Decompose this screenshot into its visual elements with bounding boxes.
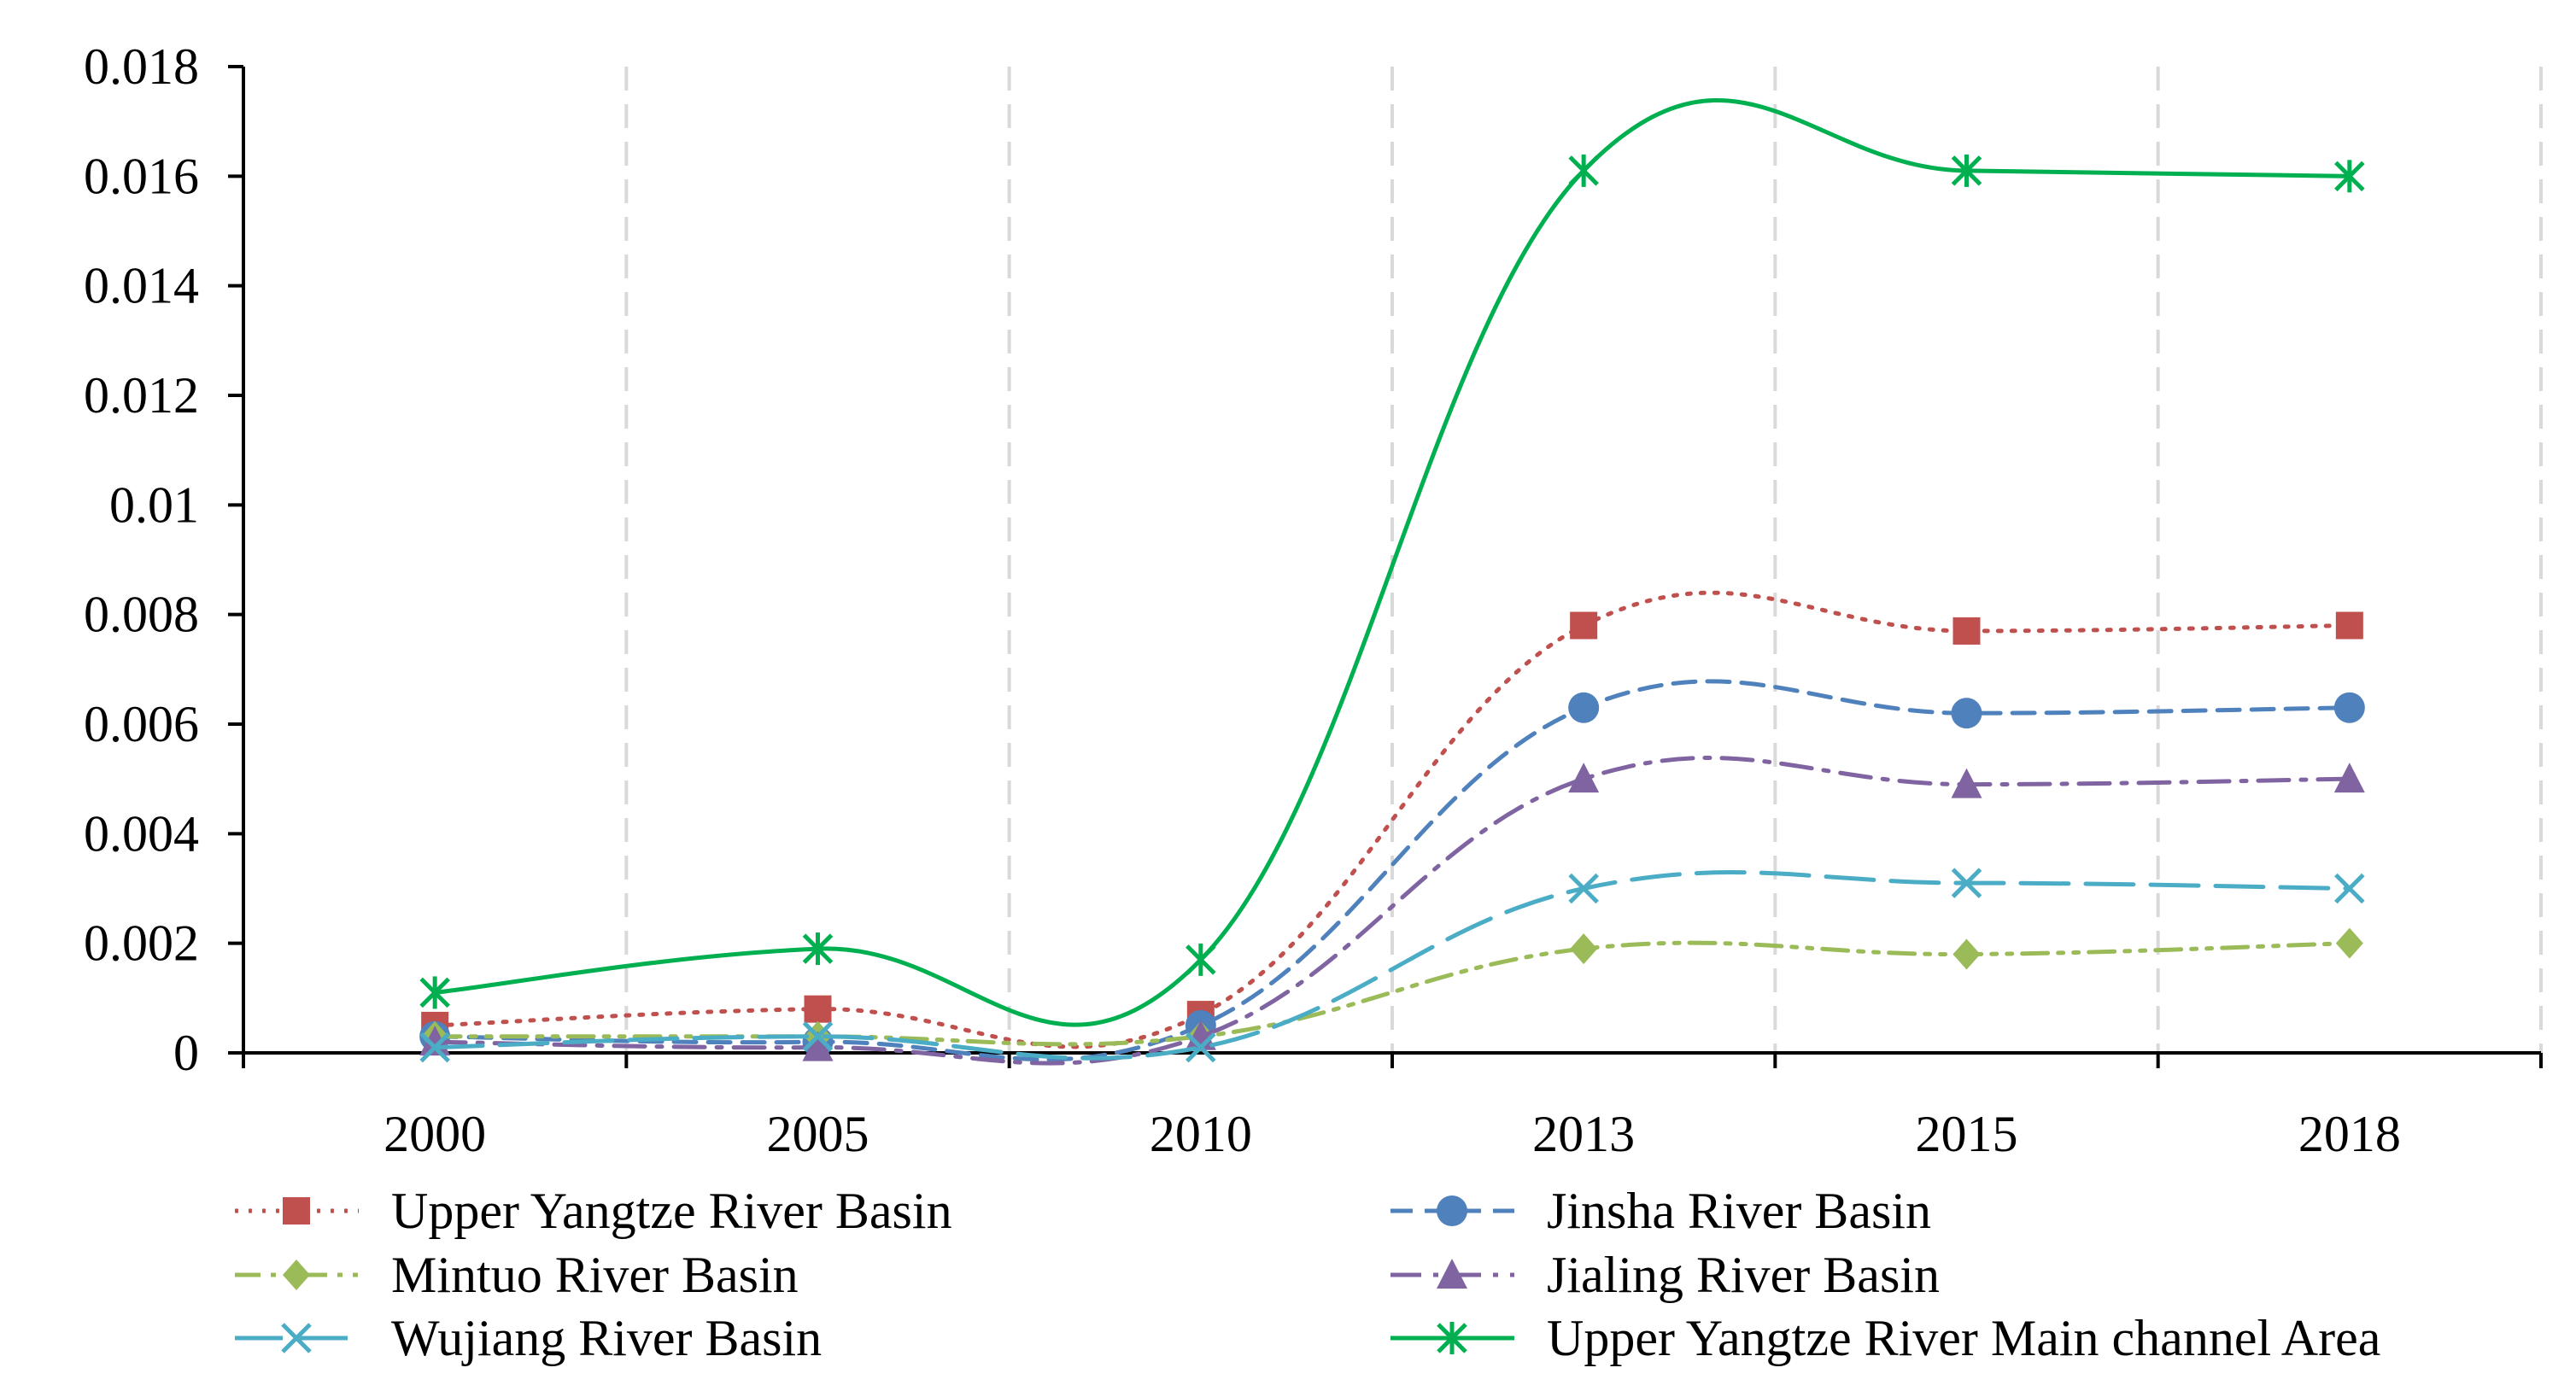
legend-marker [283, 1260, 310, 1290]
data-point [2333, 763, 2365, 793]
legend-label: Jialing River Basin [1547, 1247, 1940, 1303]
series-4 [419, 868, 2365, 1063]
legend-label: Wujiang River Basin [391, 1310, 822, 1366]
legend-entry: Wujiang River Basin [235, 1310, 822, 1366]
y-tick-label: 0.004 [84, 805, 199, 862]
data-point [802, 932, 834, 966]
data-point [1570, 611, 1598, 640]
data-point [2335, 927, 2363, 959]
data-point [802, 1031, 834, 1061]
legend-label: Jinsha River Basin [1547, 1183, 1931, 1239]
data-point [1570, 933, 1598, 965]
data-point [1568, 154, 1599, 187]
legend-entry: Jialing River Basin [1390, 1247, 1940, 1303]
legend-marker [1437, 1322, 1467, 1354]
axes-layer: 0 0.002 0.004 0.006 0.008 0.01 0.012 0.014 0.016… [84, 38, 2543, 1162]
legend: Upper Yangtze River Basin Jinsha River Ba… [235, 1183, 2380, 1366]
data-point [1951, 768, 1982, 798]
y-tick-label: 0.014 [84, 258, 199, 314]
legend-marker [1437, 1259, 1467, 1289]
series-line [432, 679, 2352, 1062]
y-tick-label: 0.006 [84, 696, 199, 752]
legend-entry: Upper Yangtze River Main channel Area [1390, 1310, 2380, 1366]
legend-marker [283, 1197, 310, 1225]
data-point [419, 976, 450, 1009]
data-point [2334, 160, 2365, 193]
data-point [1952, 617, 1981, 645]
x-tick-label: 2015 [1916, 1106, 2018, 1162]
series-2 [421, 927, 2363, 1052]
data-point [2334, 873, 2365, 904]
legend-marker [1437, 1195, 1467, 1226]
data-point [2333, 692, 2365, 723]
series-line [432, 940, 2352, 1047]
y-tick-label: 0.018 [84, 38, 199, 95]
series-layer [419, 98, 2365, 1066]
series-line [432, 590, 2352, 1049]
legend-entry: Jinsha River Basin [1390, 1183, 1931, 1239]
grid-layer [624, 67, 2543, 1053]
legend-label: Mintuo River Basin [391, 1247, 799, 1303]
y-tick-label: 0.01 [109, 476, 199, 533]
legend-entry: Mintuo River Basin [235, 1247, 799, 1303]
data-point [1952, 938, 1981, 970]
data-point [1951, 154, 1982, 187]
data-point [1951, 868, 1982, 898]
data-point [1186, 943, 1216, 976]
x-tick-label: 2013 [1532, 1106, 1635, 1162]
series-line [432, 756, 2352, 1066]
data-point [1186, 1032, 1216, 1063]
y-tick-label: 0.012 [84, 367, 199, 424]
data-point [1951, 698, 1982, 729]
data-point [802, 1020, 834, 1052]
y-tick-label: 0 [173, 1025, 199, 1081]
x-tick-label: 2018 [2298, 1106, 2401, 1162]
data-point [1568, 692, 1600, 723]
y-tick-label: 0.016 [84, 148, 199, 204]
data-point [419, 1032, 450, 1063]
y-tick-label: 0.002 [84, 915, 199, 972]
series-5 [419, 98, 2365, 1027]
data-point [1568, 763, 1600, 793]
legend-entry: Upper Yangtze River Basin [235, 1183, 952, 1239]
x-tick-label: 2000 [383, 1106, 486, 1162]
x-tick-label: 2010 [1150, 1106, 1252, 1162]
y-tick-label: 0.008 [84, 587, 199, 643]
legend-label: Upper Yangtze River Main channel Area [1547, 1310, 2380, 1366]
x-tick-label: 2005 [767, 1106, 869, 1162]
data-point [804, 995, 832, 1023]
data-point [2335, 611, 2363, 640]
series-line [432, 870, 2352, 1061]
data-point [1568, 873, 1599, 904]
legend-label: Upper Yangtze River Basin [391, 1183, 952, 1239]
legend-marker [281, 1323, 312, 1353]
